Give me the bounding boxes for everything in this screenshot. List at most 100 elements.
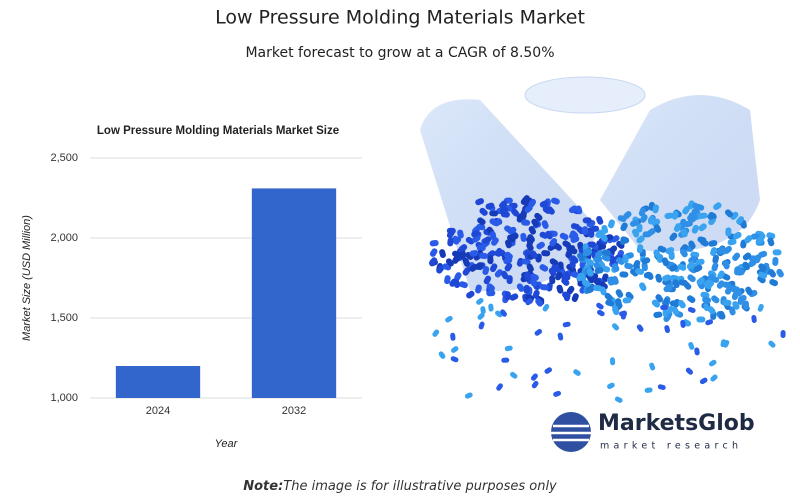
- pellet: [476, 223, 486, 231]
- pellet: [523, 284, 530, 294]
- y-tick-label: 2,000: [50, 232, 78, 244]
- pellet: [606, 276, 615, 286]
- pellet: [664, 212, 674, 220]
- pellet: [672, 279, 680, 289]
- pellet: [571, 293, 579, 302]
- pellet: [772, 249, 782, 256]
- y-tick-label: 1,000: [50, 392, 78, 404]
- pellet: [487, 255, 494, 265]
- pellet: [596, 215, 604, 225]
- pellet: [475, 198, 485, 206]
- pellet: [583, 248, 593, 255]
- pellet: [655, 273, 663, 283]
- pellet: [718, 310, 726, 320]
- note: Note:The image is for illustrative purpo…: [243, 479, 557, 494]
- logo: MarketsGlob market research: [551, 411, 755, 452]
- pellet: [445, 258, 454, 267]
- pellet: [685, 367, 694, 375]
- pellet: [723, 245, 732, 254]
- pellet: [501, 357, 510, 363]
- pellet: [562, 291, 570, 300]
- pellet: [615, 298, 622, 308]
- pellet: [479, 207, 488, 216]
- pellet: [713, 202, 722, 211]
- pellet: [652, 204, 660, 214]
- pellet: [500, 309, 507, 317]
- pellet: [668, 250, 675, 260]
- pellet: [446, 229, 455, 239]
- note-label: Note:: [243, 479, 283, 494]
- pellet: [555, 271, 563, 281]
- pellet: [641, 257, 651, 265]
- pellet: [657, 384, 666, 390]
- pellet: [500, 211, 510, 218]
- pellet: [768, 340, 776, 348]
- pellet: [705, 319, 714, 326]
- pellet: [708, 359, 717, 367]
- pellet: [530, 278, 538, 287]
- pellet: [521, 195, 530, 204]
- pellet: [614, 396, 623, 403]
- pellet: [680, 248, 688, 258]
- pellet: [745, 286, 753, 296]
- pellet: [532, 289, 540, 299]
- pellet: [485, 202, 495, 210]
- pellet: [462, 267, 471, 276]
- pellet: [632, 228, 640, 238]
- pellet: [454, 272, 462, 281]
- pellet: [657, 253, 664, 263]
- pellet: [477, 217, 486, 226]
- pellet: [687, 306, 696, 314]
- pellet: [500, 270, 509, 280]
- pellet: [700, 291, 710, 299]
- pellet: [671, 306, 680, 316]
- pellet: [662, 274, 671, 282]
- pellet: [707, 306, 716, 315]
- pellet: [758, 250, 768, 258]
- pellet: [702, 296, 712, 304]
- pellet: [562, 321, 571, 328]
- pellet: [482, 236, 492, 244]
- pellet: [429, 239, 439, 247]
- pellet: [585, 284, 594, 294]
- pellet: [581, 279, 591, 287]
- pellet: [445, 315, 453, 323]
- pellet: [717, 270, 725, 280]
- logo-lines: [551, 424, 591, 442]
- pellet: [586, 241, 596, 248]
- pellet: [462, 257, 470, 267]
- pellet: [489, 263, 498, 273]
- chart: Low Pressure Molding Materials Market Si…: [21, 125, 362, 450]
- pellet: [661, 257, 669, 267]
- pellet: [682, 206, 690, 215]
- cup-rim: [524, 76, 646, 114]
- pellet: [728, 285, 738, 292]
- pellet: [710, 374, 718, 382]
- pellet: [629, 219, 639, 227]
- pellet: [444, 275, 451, 285]
- pellet: [722, 299, 732, 306]
- pellet: [544, 367, 553, 374]
- pellet: [612, 306, 620, 316]
- pellet: [541, 220, 549, 229]
- pellet: [707, 212, 717, 220]
- pellet: [601, 249, 611, 256]
- pellet: [531, 218, 540, 228]
- pellet: [751, 315, 757, 323]
- pellet: [641, 262, 648, 272]
- pellet: [582, 217, 592, 224]
- pellet: [742, 300, 749, 310]
- pellet: [542, 303, 550, 312]
- pellet: [578, 272, 587, 282]
- pellet: [609, 357, 616, 366]
- pellet: [499, 200, 508, 209]
- pellet: [772, 256, 779, 266]
- pellet: [562, 240, 571, 249]
- pellet: [539, 200, 549, 208]
- pellet: [688, 240, 696, 250]
- pellet: [737, 294, 747, 303]
- pellet: [691, 224, 699, 234]
- pellet: [708, 240, 718, 247]
- pellet: [570, 235, 580, 243]
- pellet: [688, 342, 695, 350]
